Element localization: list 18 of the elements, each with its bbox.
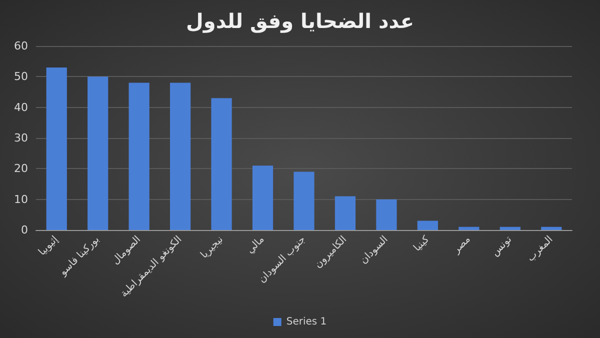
x-tick-label: المغرب xyxy=(525,234,556,264)
chart-title: عدد الضحايا وفق للدول xyxy=(186,9,414,33)
x-tick-label: كينيا xyxy=(412,234,432,254)
y-tick-label: 30 xyxy=(14,132,28,144)
x-tick-label: السودان xyxy=(358,234,390,266)
x-tick-label: نيجيريا xyxy=(198,234,226,261)
x-tick-label: تونس xyxy=(490,234,514,258)
y-tick-label: 10 xyxy=(14,192,28,206)
y-tick-label: 40 xyxy=(14,100,28,114)
y-tick-label: 50 xyxy=(14,70,28,84)
y-tick-label: 20 xyxy=(14,162,28,176)
x-tick-label: إثيوبيا xyxy=(36,234,61,258)
x-tick-label: الكاميرون xyxy=(312,234,350,270)
y-tick-label: 60 xyxy=(14,40,28,52)
legend-label: Series 1 xyxy=(286,316,327,328)
x-tick-label: مالي xyxy=(244,234,267,256)
x-tick-label: مصر xyxy=(450,234,473,256)
y-tick-label: 0 xyxy=(21,224,28,236)
